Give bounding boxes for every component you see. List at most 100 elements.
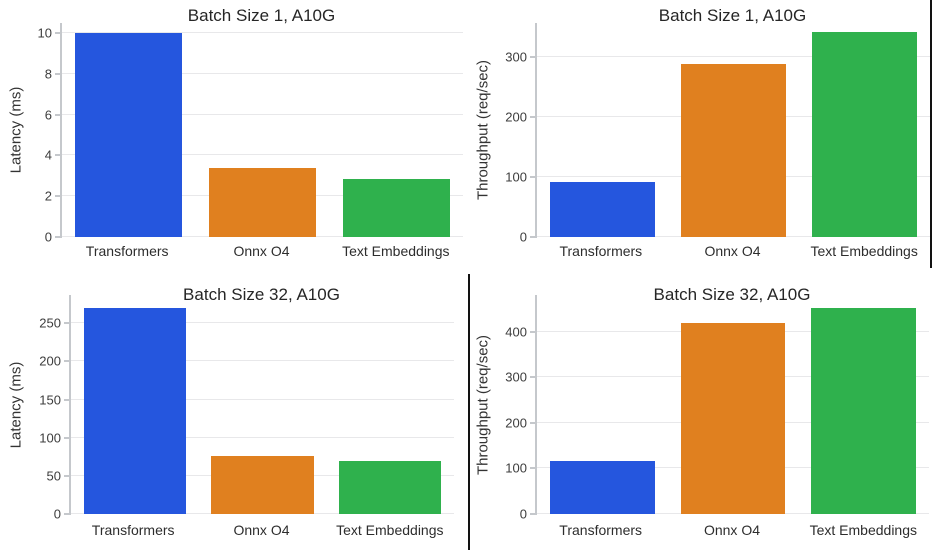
y-tick-label: 100 xyxy=(505,169,527,185)
x-tick-label-transformers: Transformers xyxy=(559,243,643,259)
y-tick-mark xyxy=(55,32,62,35)
bar-transformers xyxy=(550,460,655,514)
gridline xyxy=(71,322,454,324)
y-tick-label: 8 xyxy=(44,66,52,82)
y-tick-mark xyxy=(64,436,71,439)
y-tick-mark xyxy=(64,322,71,325)
y-tick-label: 0 xyxy=(44,229,52,245)
y-tick-mark xyxy=(64,513,71,515)
y-tick-label: 10 xyxy=(37,25,52,41)
bar-text-embeddings xyxy=(812,32,917,237)
gridline xyxy=(71,360,454,362)
y-tick-mark xyxy=(55,113,62,116)
y-tick-mark xyxy=(530,176,537,179)
bar-onnx-o4 xyxy=(209,167,316,237)
chart-batch1-throughput: Batch Size 1, A10G Throughput (req/sec) … xyxy=(467,0,935,272)
x-axis-labels: Transformers Onnx O4 Text Embeddings xyxy=(535,522,929,540)
chart-title: Batch Size 1, A10G xyxy=(658,6,807,25)
chart-title: Batch Size 32, A10G xyxy=(653,285,811,304)
y-tick-label: 200 xyxy=(505,109,527,125)
x-tick-label-transformers: Transformers xyxy=(559,522,643,538)
chart-batch32-latency: Batch Size 32, A10G Latency (ms) 0 50 100 1… xyxy=(0,272,467,550)
y-tick-mark xyxy=(64,360,71,363)
y-tick-label: 0 xyxy=(519,229,527,245)
bar-onnx-o4 xyxy=(680,322,786,514)
gridline xyxy=(71,398,454,400)
x-tick-label-transformers: Transformers xyxy=(91,522,175,538)
y-tick-label: 100 xyxy=(39,430,61,446)
gridline xyxy=(62,72,463,74)
y-tick-mark xyxy=(55,154,62,157)
y-tick-label: 0 xyxy=(53,506,61,522)
y-axis-label-text: Throughput (req/sec) xyxy=(474,59,492,201)
y-axis-label: Latency (ms) xyxy=(4,23,28,237)
plot-area: 0 100 200 300 400 xyxy=(505,295,929,521)
plot-area: 0 50 100 150 200 250 xyxy=(39,295,454,521)
y-tick-mark xyxy=(530,421,537,424)
bar-transformers xyxy=(550,181,655,237)
border-line-top-right xyxy=(930,0,932,268)
y-axis-label-text: Latency (ms) xyxy=(7,86,25,174)
bar-text-embeddings xyxy=(339,461,442,514)
x-axis-labels: Transformers Onnx O4 Text Embeddings xyxy=(535,243,930,261)
chart-batch1-latency: Batch Size 1, A10G Latency (ms) 0 2 4 6 8 10 … xyxy=(0,0,467,272)
bar-text-embeddings xyxy=(342,178,450,237)
y-tick-mark xyxy=(530,376,537,379)
x-tick-label-text-embeddings: Text Embeddings xyxy=(336,522,444,538)
chart-title: Batch Size 1, A10G xyxy=(187,6,336,25)
bar-onnx-o4 xyxy=(681,64,786,237)
y-tick-label: 50 xyxy=(46,468,61,484)
bar-text-embeddings xyxy=(811,308,916,514)
y-axis-label: Throughput (req/sec) xyxy=(471,23,495,237)
gridline xyxy=(62,32,463,34)
y-tick-label: 4 xyxy=(44,147,52,163)
y-axis-label: Latency (ms) xyxy=(4,295,28,514)
y-tick-mark xyxy=(530,330,537,333)
y-tick-label: 150 xyxy=(39,392,61,408)
bar-transformers xyxy=(75,33,183,237)
border-line-bottom-middle xyxy=(468,274,470,550)
y-tick-mark xyxy=(530,467,537,470)
x-axis-labels: Transformers Onnx O4 Text Embeddings xyxy=(60,243,463,261)
y-tick-label: 0 xyxy=(519,506,527,522)
y-tick-mark xyxy=(64,398,71,401)
y-tick-mark xyxy=(55,236,62,238)
x-tick-label-text-embeddings: Text Embeddings xyxy=(342,243,450,259)
gridline xyxy=(62,113,463,115)
bar-onnx-o4 xyxy=(211,456,314,514)
plot-area: 0 100 200 300 xyxy=(505,23,930,244)
gridline xyxy=(537,56,930,58)
y-tick-mark xyxy=(530,236,537,238)
y-tick-mark xyxy=(55,72,62,75)
y-tick-mark xyxy=(530,56,537,59)
gridline xyxy=(62,154,463,156)
chart-batch32-throughput: Batch Size 32, A10G Throughput (req/sec)… xyxy=(467,272,935,550)
x-tick-label-text-embeddings: Text Embeddings xyxy=(810,243,918,259)
bar-transformers xyxy=(83,307,186,514)
y-tick-label: 300 xyxy=(505,369,527,385)
chart-title: Batch Size 32, A10G xyxy=(183,285,340,304)
y-tick-label: 400 xyxy=(505,324,527,340)
y-tick-mark xyxy=(530,116,537,119)
x-tick-label-onnx-o4: Onnx O4 xyxy=(233,522,290,538)
plot-area: 0 2 4 6 8 10 xyxy=(38,23,463,244)
y-tick-label: 200 xyxy=(505,415,527,431)
gridline xyxy=(71,436,454,438)
x-tick-label-onnx-o4: Onnx O4 xyxy=(233,243,290,259)
y-tick-label: 6 xyxy=(44,107,52,123)
y-axis-label-text: Latency (ms) xyxy=(7,361,25,448)
x-axis-labels: Transformers Onnx O4 Text Embeddings xyxy=(69,522,454,540)
x-tick-label-text-embeddings: Text Embeddings xyxy=(809,522,918,538)
y-tick-mark xyxy=(55,195,62,198)
y-tick-label: 250 xyxy=(39,315,61,331)
y-tick-mark xyxy=(64,474,71,477)
y-axis-label: Throughput (req/sec) xyxy=(471,295,495,514)
y-tick-label: 100 xyxy=(505,460,527,476)
y-tick-mark xyxy=(530,513,537,515)
x-tick-label-transformers: Transformers xyxy=(85,243,169,259)
y-axis-label-text: Throughput (req/sec) xyxy=(474,334,492,475)
x-tick-label-onnx-o4: Onnx O4 xyxy=(704,243,761,259)
y-tick-label: 200 xyxy=(39,353,61,369)
y-tick-label: 2 xyxy=(44,188,52,204)
